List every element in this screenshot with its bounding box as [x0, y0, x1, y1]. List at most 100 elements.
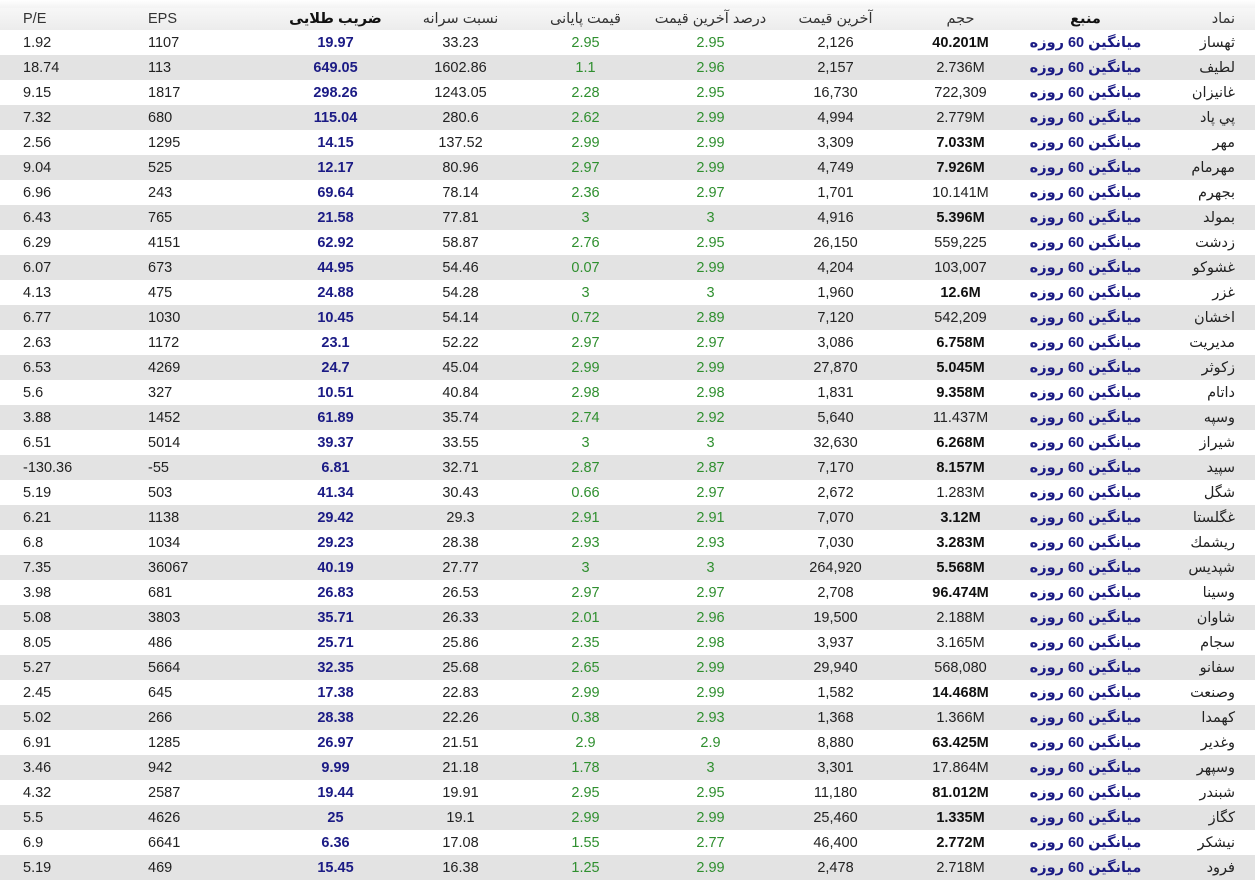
- symbol-cell[interactable]: ثهساز: [1199, 34, 1235, 51]
- symbol-cell[interactable]: داتام: [1207, 384, 1235, 401]
- table-row[interactable]: 5.08 3803 35.71 26.33 2.01 2.96 19,500 2.188M می…: [0, 605, 1255, 630]
- header-golden-ratio[interactable]: ضریب طلایی: [273, 8, 398, 30]
- header-pe[interactable]: P/E: [0, 8, 148, 30]
- symbol-cell[interactable]: بمولد: [1148, 205, 1255, 230]
- per-capita-cell: 22.26: [398, 705, 523, 730]
- table-row[interactable]: 6.8 1034 29.23 28.38 2.93 2.93 7,030 3.283M میان…: [0, 530, 1255, 555]
- symbol-cell[interactable]: نیشکر: [1197, 834, 1235, 851]
- eps-cell: 266: [148, 705, 273, 730]
- header-source[interactable]: منبع: [1023, 8, 1148, 30]
- table-row[interactable]: 5.5 4626 25 19.1 2.99 2.99 25,460 1.335M میانگین…: [0, 805, 1255, 830]
- table-row[interactable]: 7.35 36067 40.19 27.77 3 3 264,920 5.568M میانگی…: [0, 555, 1255, 580]
- per-capita-cell: 32.71: [398, 455, 523, 480]
- table-row[interactable]: 4.13 475 24.88 54.28 3 3 1,960 12.6M میانگین 60 …: [0, 280, 1255, 305]
- symbol-cell[interactable]: مهرمام: [1148, 155, 1255, 180]
- symbol-cell[interactable]: غگلستا: [1148, 505, 1255, 530]
- symbol-cell[interactable]: کهمدا: [1148, 705, 1255, 730]
- symbol-cell[interactable]: زکوثر: [1148, 355, 1255, 380]
- table-row[interactable]: 5.6 327 10.51 40.84 2.98 2.98 1,831 9.358M میانگ…: [0, 380, 1255, 405]
- table-row[interactable]: 7.32 680 115.04 280.6 2.62 2.99 4,994 2.779M میا…: [0, 105, 1255, 130]
- symbol-cell[interactable]: وسینا: [1202, 584, 1235, 601]
- table-row[interactable]: 9.15 1817 298.26 1243.05 2.28 2.95 16,730 722,3…: [0, 80, 1255, 105]
- symbol-cell[interactable]: سجام: [1200, 634, 1235, 651]
- table-row[interactable]: 18.74 113 649.05 1602.86 1.1 2.96 2,157 2.736M م…: [0, 55, 1255, 80]
- last-price-pct-cell: 2.98: [696, 634, 725, 651]
- table-row[interactable]: 9.04 525 12.17 80.96 2.97 2.99 4,749 7.926M میان…: [0, 155, 1255, 180]
- per-capita-cell: 21.18: [398, 755, 523, 780]
- symbol-cell[interactable]: سپید: [1148, 455, 1255, 480]
- last-price-cell: 29,940: [773, 655, 898, 680]
- symbol-cell[interactable]: زدشت: [1195, 234, 1235, 251]
- header-per-capita[interactable]: نسبت سرانه: [398, 8, 523, 30]
- table-row[interactable]: 6.07 673 44.95 54.46 0.07 2.99 4,204 103,007 میا…: [0, 255, 1255, 280]
- symbol-cell[interactable]: غشوکو: [1148, 255, 1255, 280]
- table-row[interactable]: 6.9 6641 6.36 17.08 1.55 2.77 46,400 2.772M میان…: [0, 830, 1255, 855]
- header-last-price-pct[interactable]: درصد آخرین قیمت: [648, 8, 773, 30]
- source-cell: میانگین 60 روزه: [1029, 84, 1142, 101]
- table-row[interactable]: 2.45 645 17.38 22.83 2.99 2.99 1,582 14.468M میا…: [0, 680, 1255, 705]
- table-row[interactable]: 6.96 243 69.64 78.14 2.36 2.97 1,701 10.141M میا…: [0, 180, 1255, 205]
- symbol-cell[interactable]: وسپه: [1148, 405, 1255, 430]
- pe-cell: 2.45: [23, 684, 52, 701]
- last-price-pct-cell: 2.99: [648, 255, 773, 280]
- symbol-cell[interactable]: وسپهر: [1148, 755, 1255, 780]
- symbol-cell[interactable]: لطیف: [1148, 55, 1255, 80]
- per-capita-cell: 80.96: [398, 155, 523, 180]
- table-row[interactable]: 6.51 5014 39.37 33.55 3 3 32,630 6.268M میانگین …: [0, 430, 1255, 455]
- header-volume[interactable]: حجم: [898, 8, 1023, 30]
- table-row[interactable]: 3.98 681 26.83 26.53 2.97 2.97 2,708 96.474M میا…: [0, 580, 1255, 605]
- symbol-cell[interactable]: شپدیس: [1148, 555, 1255, 580]
- table-row[interactable]: 2.56 1295 14.15 137.52 2.99 2.99 3,309 7.033M می…: [0, 130, 1255, 155]
- symbol-cell[interactable]: غانیزان: [1191, 84, 1235, 101]
- symbol-cell[interactable]: وصنعت: [1190, 684, 1235, 701]
- symbol-cell[interactable]: کگاز: [1148, 805, 1255, 830]
- symbol-cell[interactable]: شیراز: [1199, 434, 1235, 451]
- symbol-cell[interactable]: غزر: [1212, 284, 1235, 301]
- table-row[interactable]: 6.43 765 21.58 77.81 3 3 4,916 5.396M میانگین 60…: [0, 205, 1255, 230]
- table-row[interactable]: -130.36 -55 6.81 32.71 2.87 2.87 7,170 8.157M می…: [0, 455, 1255, 480]
- table-row[interactable]: 5.19 469 15.45 16.38 1.25 2.99 2,478 2.718M میان…: [0, 855, 1255, 880]
- symbol-cell[interactable]: بجهرم: [1197, 184, 1235, 201]
- symbol-cell[interactable]: شبندر: [1199, 784, 1235, 801]
- volume-cell: 2.736M: [898, 55, 1023, 80]
- header-eps[interactable]: EPS: [148, 8, 273, 30]
- golden-ratio-cell: 14.15: [317, 134, 354, 151]
- table-row[interactable]: 6.53 4269 24.7 45.04 2.99 2.99 27,870 5.045M میا…: [0, 355, 1255, 380]
- table-row[interactable]: 6.77 1030 10.45 54.14 0.72 2.89 7,120 542,209 می…: [0, 305, 1255, 330]
- volume-cell: 7.926M: [898, 155, 1023, 180]
- table-row[interactable]: 4.32 2587 19.44 19.91 2.95 2.95 11,180 81.012M م…: [0, 780, 1255, 805]
- header-close-price[interactable]: قیمت پایانی: [523, 8, 648, 30]
- last-price-cell: 26,150: [813, 234, 858, 251]
- header-last-price[interactable]: آخرین قیمت: [773, 8, 898, 30]
- symbol-cell[interactable]: وغدیر: [1200, 734, 1235, 751]
- source-cell: میانگین 60 روزه: [1029, 784, 1142, 801]
- table-row[interactable]: 5.27 5664 32.35 25.68 2.65 2.99 29,940 568,080 م…: [0, 655, 1255, 680]
- table-row[interactable]: 1.92 1107 19.97 33.23 2.95 2.95 2,126 40.201M می…: [0, 30, 1255, 55]
- symbol-cell[interactable]: ريشمك: [1190, 534, 1235, 551]
- symbol-cell[interactable]: مهر: [1212, 134, 1235, 151]
- symbol-cell[interactable]: سفانو: [1148, 655, 1255, 680]
- table-row[interactable]: 8.05 486 25.71 25.86 2.35 2.98 3,937 3.165M میان…: [0, 630, 1255, 655]
- table-row[interactable]: 6.21 1138 29.42 29.3 2.91 2.91 7,070 3.12M میانگ…: [0, 505, 1255, 530]
- symbol-cell[interactable]: شاوان: [1148, 605, 1255, 630]
- symbol-cell[interactable]: شگل: [1203, 484, 1235, 501]
- eps-cell: 243: [148, 184, 173, 201]
- symbol-cell[interactable]: اخشان: [1148, 305, 1255, 330]
- table-row[interactable]: 5.19 503 41.34 30.43 0.66 2.97 2,672 1.283M میان…: [0, 480, 1255, 505]
- volume-cell: 63.425M: [932, 734, 989, 751]
- golden-ratio-cell: 21.58: [273, 205, 398, 230]
- table-row[interactable]: 3.46 942 9.99 21.18 1.78 3 3,301 17.864M میانگین…: [0, 755, 1255, 780]
- golden-ratio-cell: 26.83: [317, 584, 354, 601]
- symbol-cell[interactable]: مدیریت: [1189, 334, 1235, 351]
- symbol-cell[interactable]: پي پاد: [1148, 105, 1255, 130]
- table-row[interactable]: 6.91 1285 26.97 21.51 2.9 2.9 8,880 63.425M میان…: [0, 730, 1255, 755]
- volume-cell: 5.045M: [898, 355, 1023, 380]
- eps-cell: 680: [148, 105, 273, 130]
- table-row[interactable]: 5.02 266 28.38 22.26 0.38 2.93 1,368 1.366M میان…: [0, 705, 1255, 730]
- volume-cell: 9.358M: [936, 384, 985, 401]
- symbol-cell[interactable]: فرود: [1148, 855, 1255, 880]
- table-row[interactable]: 2.63 1172 23.1 52.22 2.97 2.97 3,086 6.758M میان…: [0, 330, 1255, 355]
- table-row[interactable]: 3.88 1452 61.89 35.74 2.74 2.92 5,640 11.437M می…: [0, 405, 1255, 430]
- header-symbol[interactable]: نماد: [1148, 8, 1255, 30]
- table-row[interactable]: 6.29 4151 62.92 58.87 2.76 2.95 26,150 559,225 م…: [0, 230, 1255, 255]
